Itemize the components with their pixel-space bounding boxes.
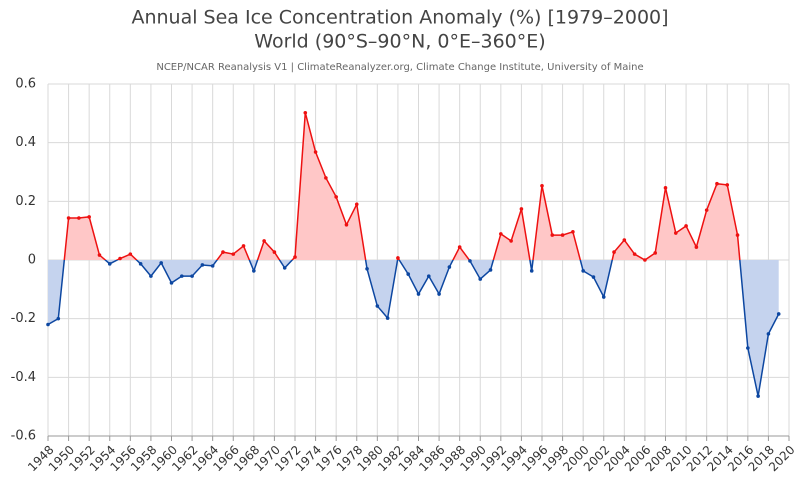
point <box>715 181 719 186</box>
point <box>776 312 781 316</box>
point <box>447 265 452 269</box>
point <box>560 233 565 237</box>
point <box>46 322 50 327</box>
point <box>66 216 71 220</box>
point <box>581 269 585 273</box>
point <box>87 215 91 219</box>
point <box>128 252 133 256</box>
point <box>488 268 493 272</box>
point <box>365 267 369 271</box>
point <box>704 208 709 212</box>
point <box>746 346 750 350</box>
point <box>468 259 472 263</box>
point <box>77 216 81 220</box>
point <box>190 274 194 278</box>
point <box>550 233 555 237</box>
y-tick-label: 0.4 <box>15 135 36 150</box>
line-negative <box>47 260 780 397</box>
y-tick-label: -0.4 <box>11 370 36 385</box>
point <box>571 230 575 234</box>
point <box>107 262 112 266</box>
point <box>241 244 246 248</box>
point <box>519 207 524 211</box>
point <box>231 252 236 256</box>
source: NCEP/NCAR Reanalysis V1 | ClimateReanaly… <box>156 62 643 73</box>
point <box>499 232 503 236</box>
point <box>354 202 359 207</box>
point <box>324 176 328 180</box>
point <box>272 250 277 254</box>
point <box>56 316 61 321</box>
point <box>457 245 462 249</box>
point <box>375 304 380 308</box>
point <box>396 256 400 260</box>
point <box>653 251 658 255</box>
point <box>478 277 483 281</box>
y-tick-label: 0.2 <box>15 194 36 209</box>
point <box>344 223 349 227</box>
point <box>262 239 266 243</box>
point <box>591 275 596 279</box>
point <box>437 292 441 296</box>
point <box>97 253 102 257</box>
point <box>540 183 544 188</box>
point <box>252 269 256 273</box>
point <box>756 394 760 398</box>
point <box>313 150 318 154</box>
point <box>169 281 174 285</box>
point <box>118 256 122 261</box>
point <box>684 224 688 228</box>
point <box>643 258 647 262</box>
y-tick-label: 0.6 <box>15 77 36 92</box>
point <box>632 252 637 256</box>
point <box>334 195 338 199</box>
point <box>282 266 287 270</box>
point <box>303 110 308 115</box>
point <box>416 292 421 296</box>
point <box>766 332 771 336</box>
point <box>159 261 164 265</box>
point <box>293 255 297 259</box>
point <box>673 231 678 235</box>
point <box>138 262 143 266</box>
y-tick-label: -0.2 <box>11 311 36 326</box>
point <box>221 250 225 254</box>
point <box>622 238 627 242</box>
point <box>725 183 730 187</box>
y-tick-label: -0.6 <box>11 429 36 444</box>
point <box>601 295 606 299</box>
chart-title: Annual Sea Ice Concentration Anomaly (%)… <box>131 7 668 29</box>
point <box>663 186 668 190</box>
point <box>694 245 699 249</box>
point <box>735 233 740 237</box>
point <box>149 274 153 278</box>
chart-subtitle: World (90°S–90°N, 0°E–360°E) <box>254 31 545 53</box>
point <box>426 274 431 278</box>
point <box>529 269 534 273</box>
point <box>179 274 184 278</box>
point <box>385 316 390 320</box>
point <box>509 239 513 243</box>
line-positive <box>63 112 741 260</box>
point <box>200 263 205 267</box>
point <box>406 272 411 276</box>
point <box>210 264 215 268</box>
point <box>612 250 616 254</box>
area-positive <box>48 112 779 260</box>
y-tick-label: 0 <box>28 253 36 268</box>
